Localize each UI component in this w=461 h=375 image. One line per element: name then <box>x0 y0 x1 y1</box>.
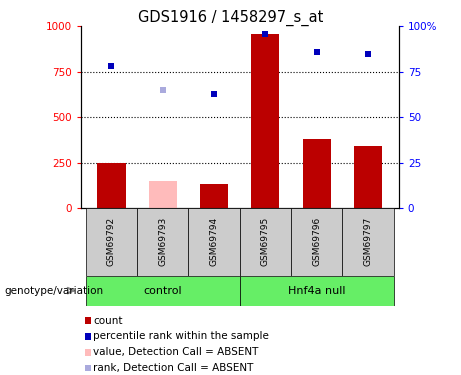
Text: rank, Detection Call = ABSENT: rank, Detection Call = ABSENT <box>94 363 254 373</box>
Text: GSM69793: GSM69793 <box>158 217 167 267</box>
Point <box>108 63 115 69</box>
Bar <box>240 276 394 306</box>
Text: value, Detection Call = ABSENT: value, Detection Call = ABSENT <box>94 347 259 357</box>
Bar <box>302 139 331 208</box>
Text: GSM69792: GSM69792 <box>107 217 116 266</box>
Point <box>364 51 372 57</box>
Bar <box>291 208 343 276</box>
Point <box>313 49 320 55</box>
Bar <box>354 146 382 208</box>
Bar <box>137 208 189 276</box>
Bar <box>97 163 125 208</box>
Bar <box>148 181 177 208</box>
Bar <box>251 33 279 208</box>
Bar <box>189 208 240 276</box>
Text: percentile rank within the sample: percentile rank within the sample <box>94 332 269 341</box>
Point <box>262 30 269 36</box>
Text: GSM69795: GSM69795 <box>261 217 270 267</box>
Bar <box>86 276 240 306</box>
Text: Hnf4a null: Hnf4a null <box>288 286 345 296</box>
Bar <box>86 208 137 276</box>
Bar <box>200 184 228 208</box>
Text: GSM69796: GSM69796 <box>312 217 321 267</box>
Text: GDS1916 / 1458297_s_at: GDS1916 / 1458297_s_at <box>138 9 323 26</box>
Text: genotype/variation: genotype/variation <box>5 286 104 296</box>
Text: count: count <box>94 316 123 326</box>
Point <box>159 87 166 93</box>
Text: control: control <box>143 286 182 296</box>
Text: GSM69794: GSM69794 <box>210 217 219 266</box>
Bar <box>343 208 394 276</box>
Point <box>210 90 218 96</box>
Bar <box>240 208 291 276</box>
Text: GSM69797: GSM69797 <box>363 217 372 267</box>
